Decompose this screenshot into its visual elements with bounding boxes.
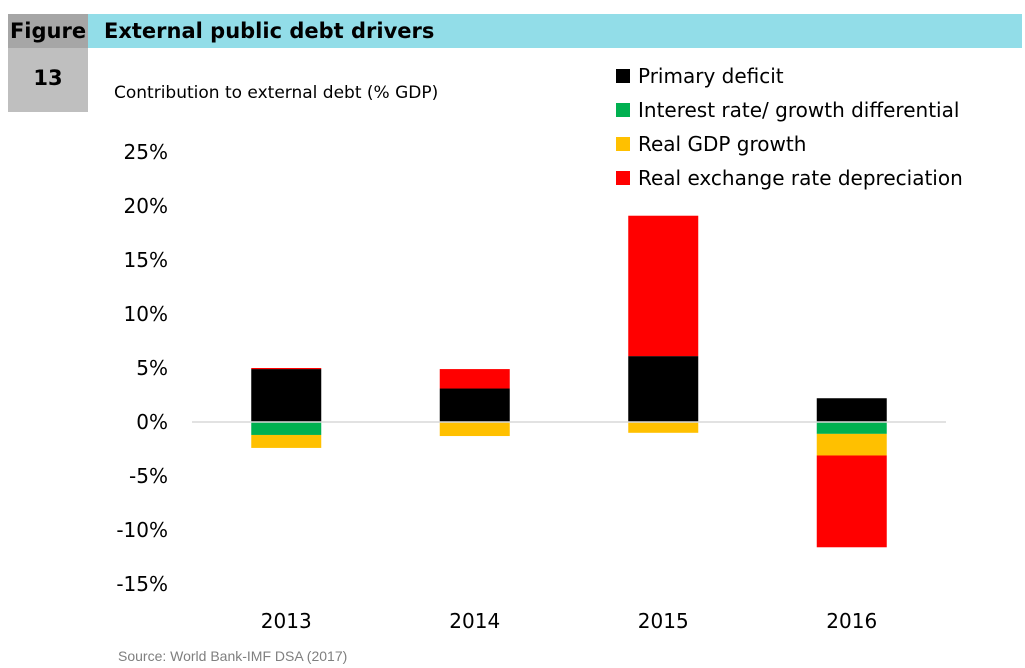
legend-swatch <box>616 103 630 117</box>
bar-segment <box>251 369 322 422</box>
legend-swatch <box>616 137 630 151</box>
chart-title: External public debt drivers <box>104 19 435 43</box>
bar-segment <box>816 433 887 456</box>
y-tick-label: -15% <box>116 572 168 596</box>
legend-label: Real GDP growth <box>638 132 806 156</box>
bar-segment <box>439 369 510 389</box>
y-tick-label: -10% <box>116 518 168 542</box>
y-tick-label: 15% <box>124 248 168 272</box>
bar-segment <box>816 455 887 548</box>
bar-segment <box>251 434 322 448</box>
y-axis-label: Contribution to external debt (% GDP) <box>114 83 438 103</box>
x-tick-labels: 2013 2014 2015 2016 <box>261 609 877 633</box>
bar-segment <box>628 422 699 433</box>
y-tick-label: 0% <box>136 410 168 434</box>
y-tick-label: 10% <box>124 302 168 326</box>
bar-segment <box>251 368 322 370</box>
legend-label: Primary deficit <box>638 64 784 88</box>
bar-segment <box>816 398 887 422</box>
bar-segment <box>628 356 699 422</box>
x-tick-label: 2014 <box>449 609 500 633</box>
bar-segment <box>816 422 887 434</box>
figure-number: 13 <box>8 48 88 112</box>
legend-swatch <box>616 69 630 83</box>
y-tick-label: 5% <box>136 356 168 380</box>
bar-segment <box>628 215 699 357</box>
y-tick-labels: 25% 20% 15% 10% 5% 0% -5% -10% -15% <box>116 140 168 596</box>
bars <box>251 215 887 548</box>
legend-label: Real exchange rate depreciation <box>638 166 963 190</box>
figure-label: Figure <box>8 14 88 48</box>
legend-label: Interest rate/ growth differential <box>638 98 959 122</box>
x-tick-label: 2016 <box>826 609 877 633</box>
legend-swatch <box>616 171 630 185</box>
title-bar: External public debt drivers <box>88 14 1022 48</box>
y-tick-label: 20% <box>124 194 168 218</box>
legend: Primary deficit Interest rate/ growth dif… <box>616 64 963 190</box>
bar-segment <box>439 388 510 422</box>
source-note: Source: World Bank-IMF DSA (2017) <box>118 648 348 664</box>
bar-segment <box>251 422 322 435</box>
bar-segment <box>439 422 510 437</box>
x-tick-label: 2013 <box>261 609 312 633</box>
x-tick-label: 2015 <box>638 609 689 633</box>
y-tick-label: 25% <box>124 140 168 164</box>
y-tick-label: -5% <box>129 464 168 488</box>
